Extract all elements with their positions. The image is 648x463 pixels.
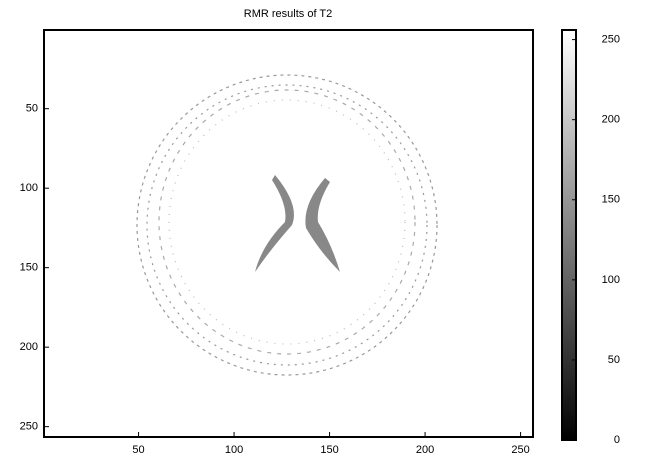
colorbar-tick-label: 250 bbox=[602, 34, 620, 46]
x-tick-label: 50 bbox=[132, 444, 144, 456]
x-tick-label: 200 bbox=[416, 444, 434, 456]
chart: RMR results of T2 50 100 150 200 250 50 100 150… bbox=[0, 0, 648, 458]
colorbar-tick-label: 100 bbox=[602, 274, 620, 286]
chart-title: RMR results of T2 bbox=[244, 8, 332, 20]
y-tick-label: 50 bbox=[26, 103, 38, 115]
x-tick-label: 100 bbox=[225, 444, 243, 456]
x-tick-label: 150 bbox=[320, 444, 338, 456]
colorbar bbox=[562, 30, 576, 440]
colorbar-tick-label: 50 bbox=[608, 354, 620, 366]
colorbar-tick-label: 0 bbox=[614, 434, 620, 446]
y-tick-label: 100 bbox=[20, 182, 38, 194]
y-tick-label: 150 bbox=[20, 262, 38, 274]
y-tick-label: 200 bbox=[20, 341, 38, 353]
colorbar-tick-label: 200 bbox=[602, 114, 620, 126]
colorbar-tick-label: 150 bbox=[602, 194, 620, 206]
y-tick-label: 250 bbox=[20, 421, 38, 433]
x-tick-label: 250 bbox=[511, 444, 529, 456]
image-area bbox=[44, 30, 533, 437]
